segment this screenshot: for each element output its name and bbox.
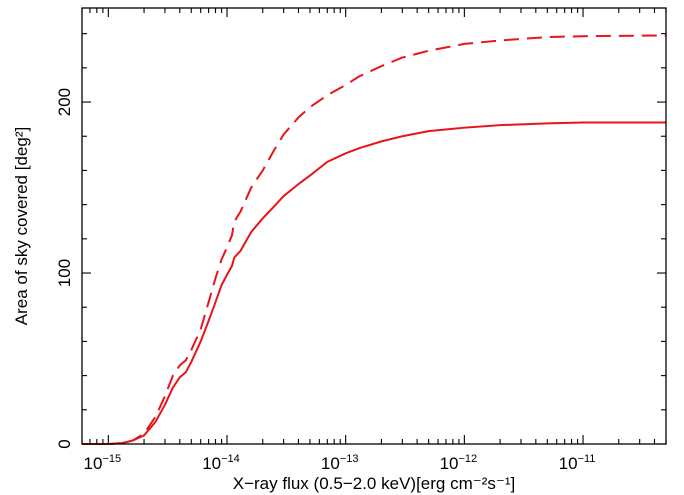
dashed-series-line [82, 34, 667, 445]
series-layer [82, 34, 667, 445]
y-tick-label: 200 [55, 88, 74, 116]
x-tick-label: 10−11 [559, 453, 596, 473]
x-tick-label: 10−12 [440, 453, 478, 473]
plot-frame [81, 7, 667, 445]
y-axis-title: Area of sky covered [deg²] [12, 127, 31, 325]
solid-series-line [82, 121, 666, 445]
tick-label-layer: 10−15 10−14 10−13 10−12 10−11 0 100 200 [55, 88, 595, 473]
x-tick-label: 10−14 [202, 453, 240, 473]
x-tick-label: 10−13 [321, 453, 359, 473]
x-tick-label: 10−15 [84, 453, 122, 473]
tick-layer [81, 8, 667, 445]
y-tick-label: 0 [55, 439, 74, 448]
y-tick-label: 100 [55, 259, 74, 287]
x-axis-title: X−ray flux (0.5−2.0 keV)[erg cm⁻²s⁻¹] [233, 474, 515, 493]
